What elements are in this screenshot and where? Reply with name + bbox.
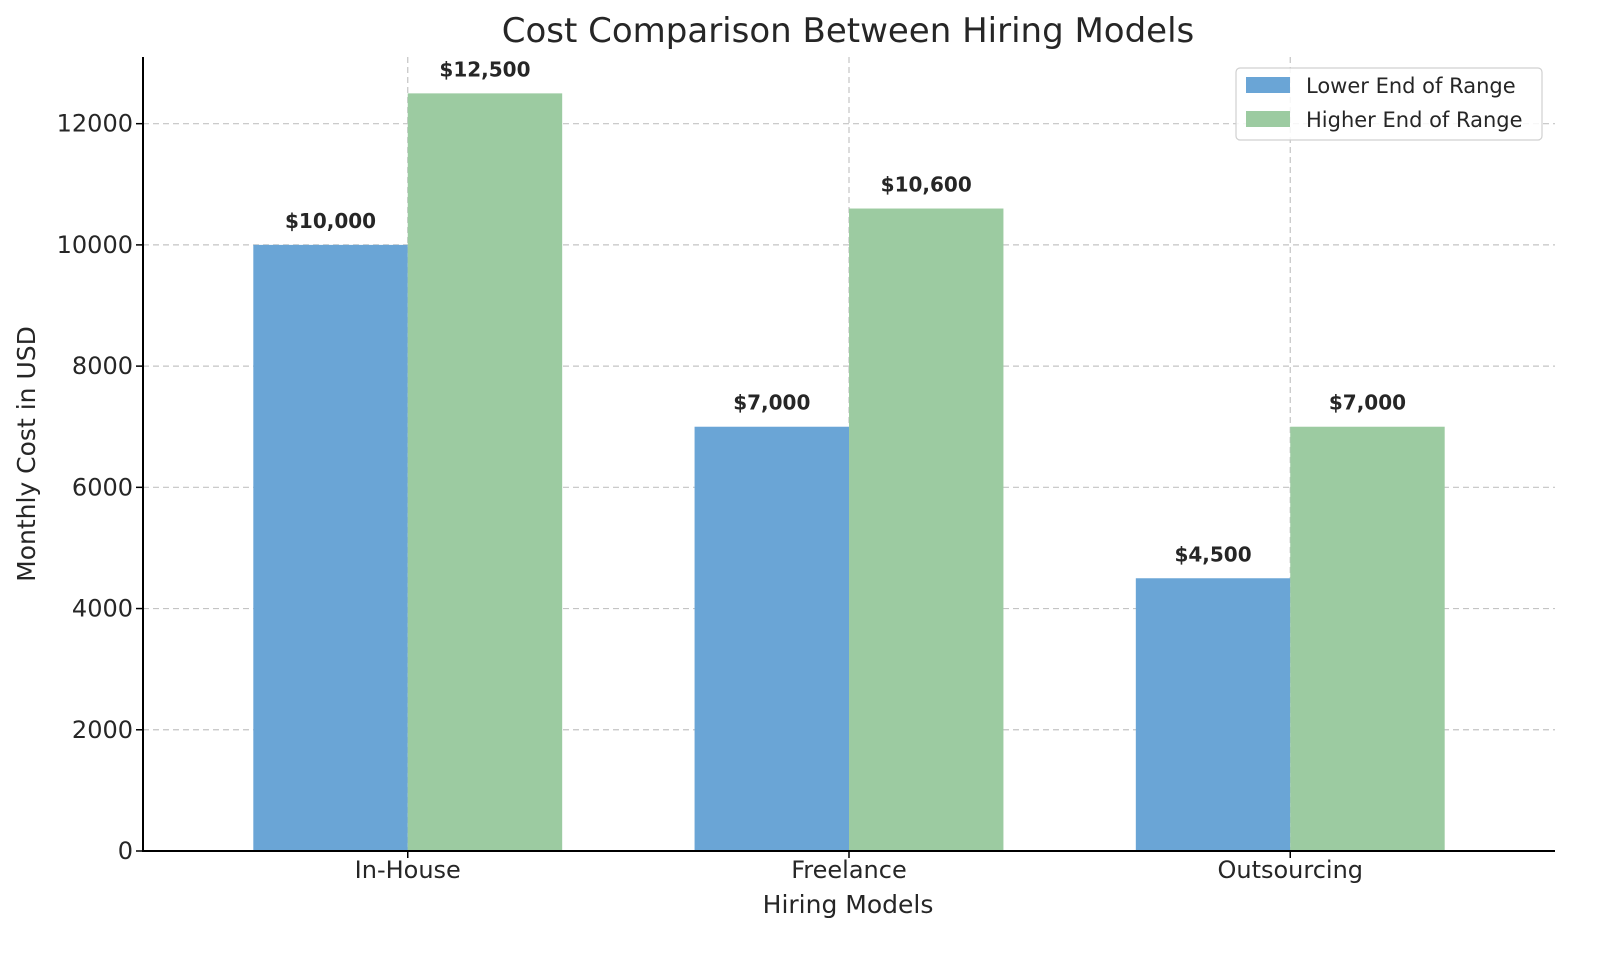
legend-swatch-lower [1246, 77, 1290, 93]
legend-swatch-higher [1246, 111, 1290, 127]
bars [253, 93, 1445, 852]
bar-value-label: $10,000 [285, 209, 376, 233]
bar-value-label: $12,500 [439, 57, 530, 81]
y-tick-label: 12000 [57, 110, 133, 138]
legend-label-higher: Higher End of Range [1306, 108, 1523, 132]
x-axis-label: Hiring Models [763, 890, 934, 919]
y-tick-label: 2000 [72, 716, 133, 744]
y-ticks: 0 2000 4000 6000 8000 10000 12000 [57, 110, 143, 865]
bar-value-label: $7,000 [1329, 391, 1406, 415]
y-axis-label: Monthly Cost in USD [12, 326, 41, 582]
bar-value-label: $10,600 [881, 173, 972, 197]
bar-value-label: $7,000 [733, 391, 810, 415]
y-tick-label: 8000 [72, 352, 133, 380]
bar-value-label: $4,500 [1174, 542, 1251, 566]
y-tick-label: 10000 [57, 231, 133, 259]
x-tick-label: Outsourcing [1217, 856, 1363, 884]
y-tick-label: 4000 [72, 595, 133, 623]
bar-lower-freelance [694, 426, 849, 851]
x-ticks: In-House Freelance Outsourcing [355, 851, 1363, 884]
legend-frame [1235, 67, 1543, 141]
legend-label-lower: Lower End of Range [1306, 74, 1516, 98]
y-tick-label: 6000 [72, 473, 133, 501]
data-labels: $10,000 $7,000 $4,500 $12,500 $10,600 $7,000 [285, 57, 1406, 566]
bar-higher-outsourcing [1290, 426, 1445, 851]
chart-title: Cost Comparison Between Hiring Models [502, 11, 1195, 51]
bar-higher-in-house [407, 93, 563, 852]
x-tick-label: Freelance [791, 856, 906, 884]
legend: Lower End of Range Higher End of Range [1235, 67, 1543, 141]
y-tick-label: 0 [118, 837, 133, 865]
bar-lower-in-house [253, 244, 408, 851]
x-tick-label: In-House [355, 856, 461, 884]
bar-lower-outsourcing [1135, 578, 1291, 851]
bar-higher-freelance [849, 208, 1004, 851]
